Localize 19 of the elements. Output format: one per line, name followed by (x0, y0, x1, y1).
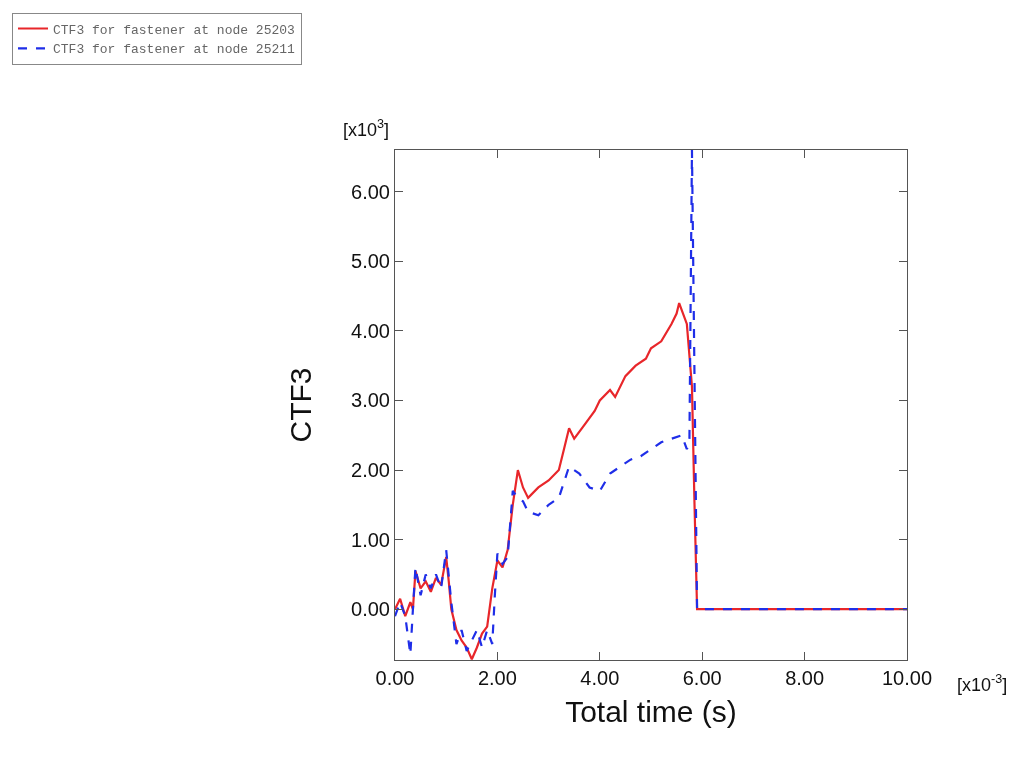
y-tick-label: 5.00 (351, 250, 390, 273)
y-tick-label: 3.00 (351, 389, 390, 412)
text: [x10$^{-3}$] (957, 672, 1008, 695)
x-tick-label: 2.00 (477, 667, 517, 689)
x-axis-title: Total time (s) (565, 694, 737, 728)
y-tick-label: 4.00 (351, 319, 390, 342)
x-tick-label: 6.00 (682, 667, 722, 689)
y-tick-label: 6.00 (351, 180, 390, 203)
x-tick-label: 4.00 (580, 667, 620, 689)
text: [x10$^{3}$] (343, 117, 390, 140)
y-tick-label: 1.00 (351, 528, 390, 551)
y-axis-title: CTF3 (284, 367, 318, 443)
legend-label: CTF3 for fastener at node 25203 (53, 22, 295, 38)
y-tick-label: 0.00 (351, 598, 390, 621)
x-tick-label: 0.00 (375, 667, 415, 689)
legend-label: CTF3 for fastener at node 25211 (53, 42, 296, 58)
y-tick-label: 2.00 (351, 459, 390, 482)
x-tick-label: 10.00 (881, 667, 933, 689)
x-tick-label: 8.00 (785, 667, 825, 689)
